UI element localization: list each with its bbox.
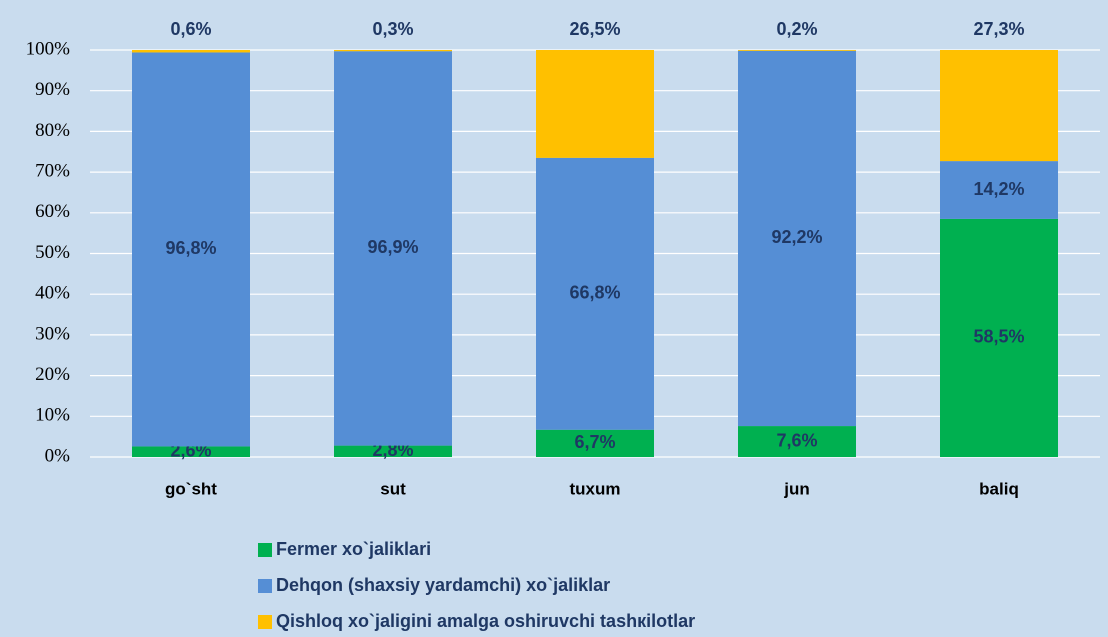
data-label: 27,3% <box>973 19 1024 39</box>
x-tick-label: jun <box>783 479 810 498</box>
bar-segment <box>940 50 1058 162</box>
bar-segment <box>132 50 250 53</box>
y-tick-label: 60% <box>35 201 70 222</box>
data-label: 0,6% <box>170 19 211 39</box>
bar-segment <box>940 218 1058 457</box>
bar-segment <box>536 429 654 457</box>
y-tick-label: 90% <box>35 79 70 100</box>
bar-segment <box>334 445 452 457</box>
y-tick-label: 70% <box>35 160 70 181</box>
legend-label: Dehqon (shaxsiy yardamchi) xo`jaliklar <box>276 575 610 595</box>
legend-label: Qishloq xo`jaligini amalga oshiruvchi ta… <box>276 611 695 631</box>
bar-segment <box>132 446 250 457</box>
y-tick-label: 0% <box>45 445 71 466</box>
y-tick-label: 80% <box>35 120 70 141</box>
legend-swatch <box>258 543 272 557</box>
data-label: 66,8% <box>569 283 620 303</box>
bar-segment <box>738 50 856 427</box>
y-tick-label: 40% <box>35 283 70 304</box>
data-label: 92,2% <box>771 227 822 247</box>
legend-label: Fermer xo`jaliklari <box>276 539 431 559</box>
data-label: 96,9% <box>367 237 418 257</box>
data-label: 7,6% <box>776 430 817 450</box>
data-label: 0,2% <box>776 19 817 39</box>
data-label: 26,5% <box>569 19 620 39</box>
bar-segment <box>334 51 452 446</box>
data-label: 0,3% <box>372 19 413 39</box>
bar-segment <box>132 52 250 447</box>
y-tick-label: 50% <box>35 242 70 263</box>
x-tick-label: go`sht <box>165 479 217 498</box>
y-tick-label: 100% <box>26 38 71 59</box>
data-label: 14,2% <box>973 179 1024 199</box>
data-label: 6,7% <box>574 432 615 452</box>
bar-segment <box>536 157 654 430</box>
y-tick-label: 20% <box>35 364 70 385</box>
legend-swatch <box>258 615 272 629</box>
data-label: 96,8% <box>165 238 216 258</box>
bar-segment <box>536 50 654 158</box>
legend-swatch <box>258 579 272 593</box>
bar-segment <box>738 426 856 457</box>
bar-segment <box>940 161 1058 219</box>
x-tick-label: baliq <box>979 479 1019 498</box>
x-tick-label: sut <box>380 479 406 498</box>
y-tick-label: 30% <box>35 323 70 344</box>
bar-segment <box>738 50 856 51</box>
bar-segment <box>334 50 452 52</box>
x-tick-label: tuxum <box>570 479 621 498</box>
data-label: 58,5% <box>973 327 1024 347</box>
y-tick-label: 10% <box>35 405 70 426</box>
